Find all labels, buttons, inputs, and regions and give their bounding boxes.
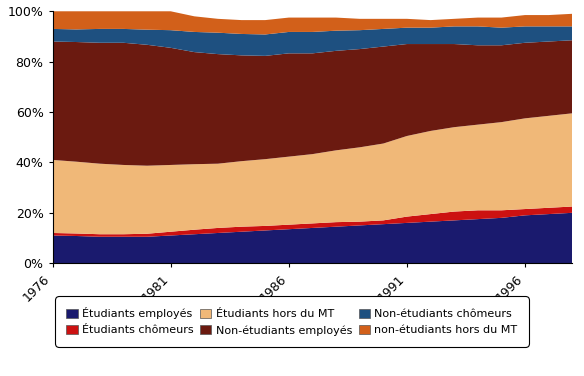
Legend: Étudiants employés, Étudiants chômeurs, Étudiants hors du MT, Non-étudiants empl: Étudiants employés, Étudiants chômeurs, … — [58, 300, 526, 343]
